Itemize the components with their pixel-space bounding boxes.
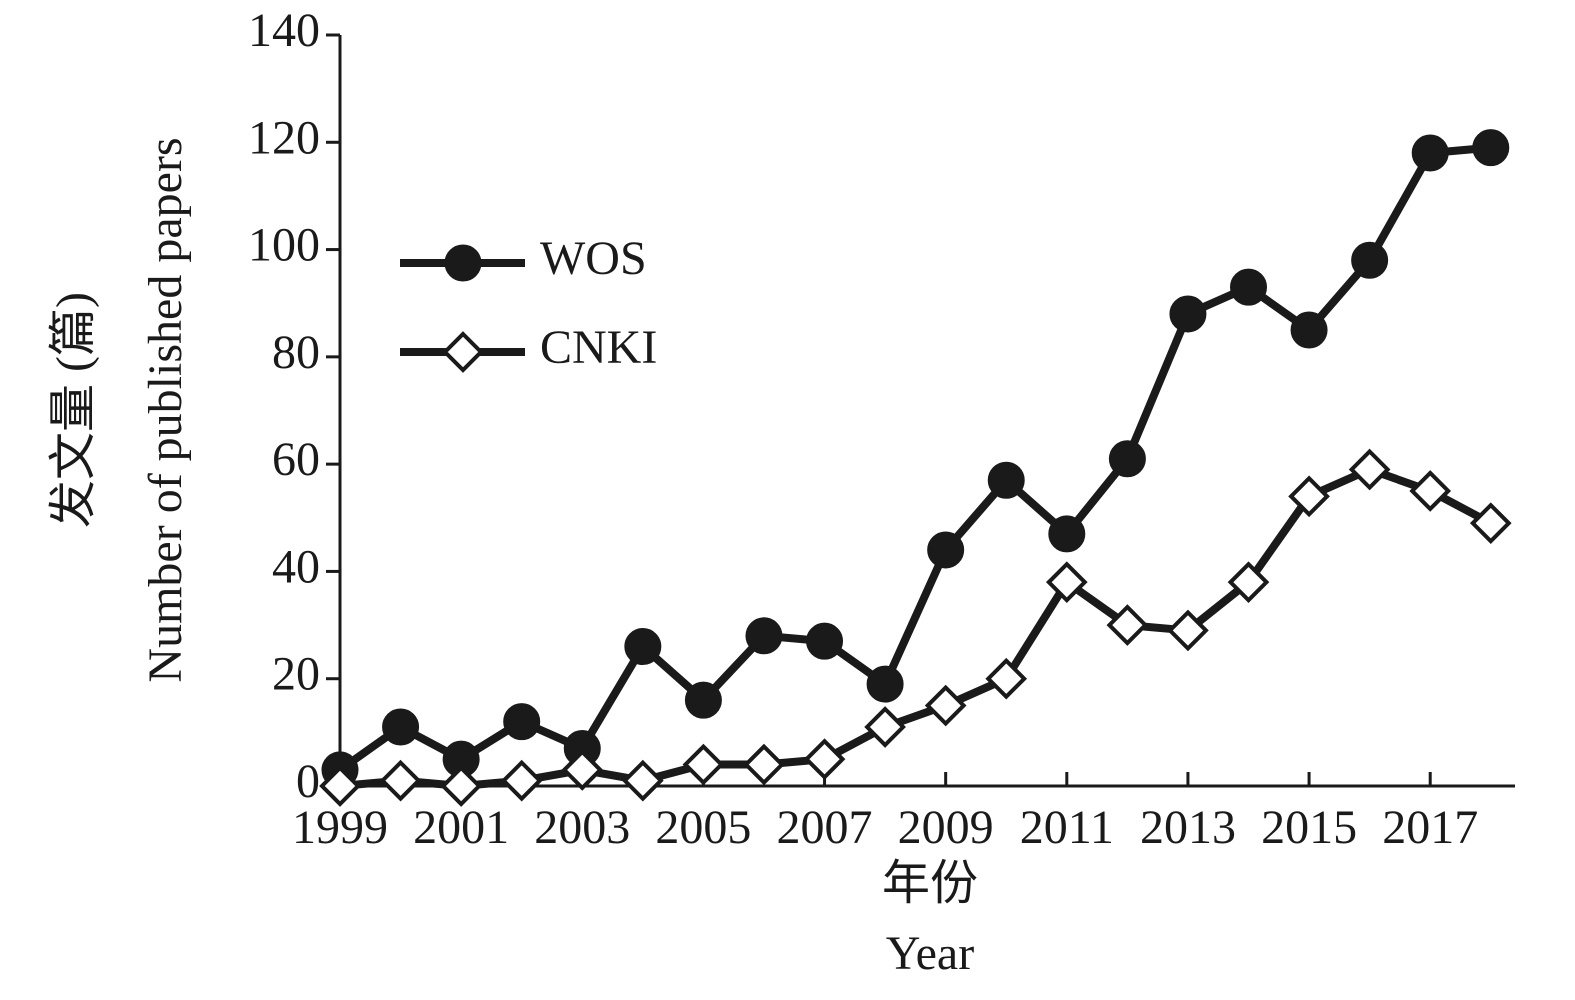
data-point	[503, 703, 541, 741]
y-axis-label: 发文量 (篇)	[47, 292, 100, 528]
x-tick-label: 2005	[655, 801, 751, 854]
y-tick-label: 40	[272, 540, 320, 593]
x-tick-label: 2011	[1020, 801, 1114, 854]
data-point	[319, 765, 361, 807]
series-line	[339, 465, 1493, 790]
legend-label: CNKI	[540, 321, 657, 374]
data-point	[682, 743, 725, 786]
data-point	[1167, 609, 1209, 652]
data-point	[561, 749, 604, 791]
y-tick-label: 140	[248, 4, 320, 57]
legend-marker	[442, 331, 484, 373]
y-axis-label: Number of published papers	[139, 137, 192, 682]
data-point	[745, 617, 783, 655]
data-point	[1411, 134, 1449, 172]
x-tick-label: 2013	[1140, 801, 1236, 854]
data-point	[1227, 561, 1270, 603]
x-tick-label: 2003	[534, 801, 630, 854]
data-point	[1469, 502, 1512, 544]
data-point	[1409, 470, 1452, 512]
data-point	[382, 708, 420, 746]
data-point	[806, 622, 844, 660]
data-point	[622, 759, 664, 802]
data-point	[985, 657, 1028, 700]
x-tick-label: 2009	[898, 801, 994, 854]
data-point	[803, 738, 846, 781]
legend-label: WOS	[540, 232, 647, 285]
x-tick-label: 2015	[1261, 801, 1357, 854]
data-point	[1045, 561, 1088, 603]
x-tick-label: 1999	[292, 801, 388, 854]
data-point	[1351, 241, 1389, 279]
data-point	[1048, 515, 1086, 553]
data-point	[1288, 475, 1330, 518]
data-point	[440, 765, 482, 807]
data-point	[987, 461, 1025, 499]
x-tick-label: 2007	[777, 801, 873, 854]
data-point	[866, 665, 904, 703]
data-point	[379, 759, 422, 802]
y-tick-label: 20	[272, 648, 320, 701]
legend-marker	[444, 244, 482, 282]
x-tick-label: 2001	[413, 801, 509, 854]
data-point	[1230, 268, 1268, 306]
data-point	[927, 531, 965, 569]
y-tick-label: 0	[296, 755, 320, 808]
data-point	[1348, 448, 1391, 491]
data-point	[1106, 604, 1149, 646]
data-point	[1169, 295, 1207, 333]
data-point	[500, 759, 543, 802]
x-axis-label: Year	[886, 927, 974, 980]
data-point	[1472, 129, 1510, 167]
data-point	[1290, 311, 1328, 349]
data-point	[743, 743, 785, 786]
x-axis-label: 年份	[882, 857, 978, 910]
data-point	[684, 681, 722, 719]
y-tick-label: 60	[272, 433, 320, 486]
y-tick-label: 120	[248, 111, 320, 164]
data-point	[924, 684, 967, 727]
y-tick-label: 100	[248, 219, 320, 272]
y-tick-label: 80	[272, 326, 320, 379]
data-point	[624, 628, 662, 666]
series-line	[337, 143, 1492, 774]
data-point	[1108, 440, 1146, 478]
data-point	[864, 706, 906, 748]
x-tick-label: 2017	[1382, 801, 1478, 854]
